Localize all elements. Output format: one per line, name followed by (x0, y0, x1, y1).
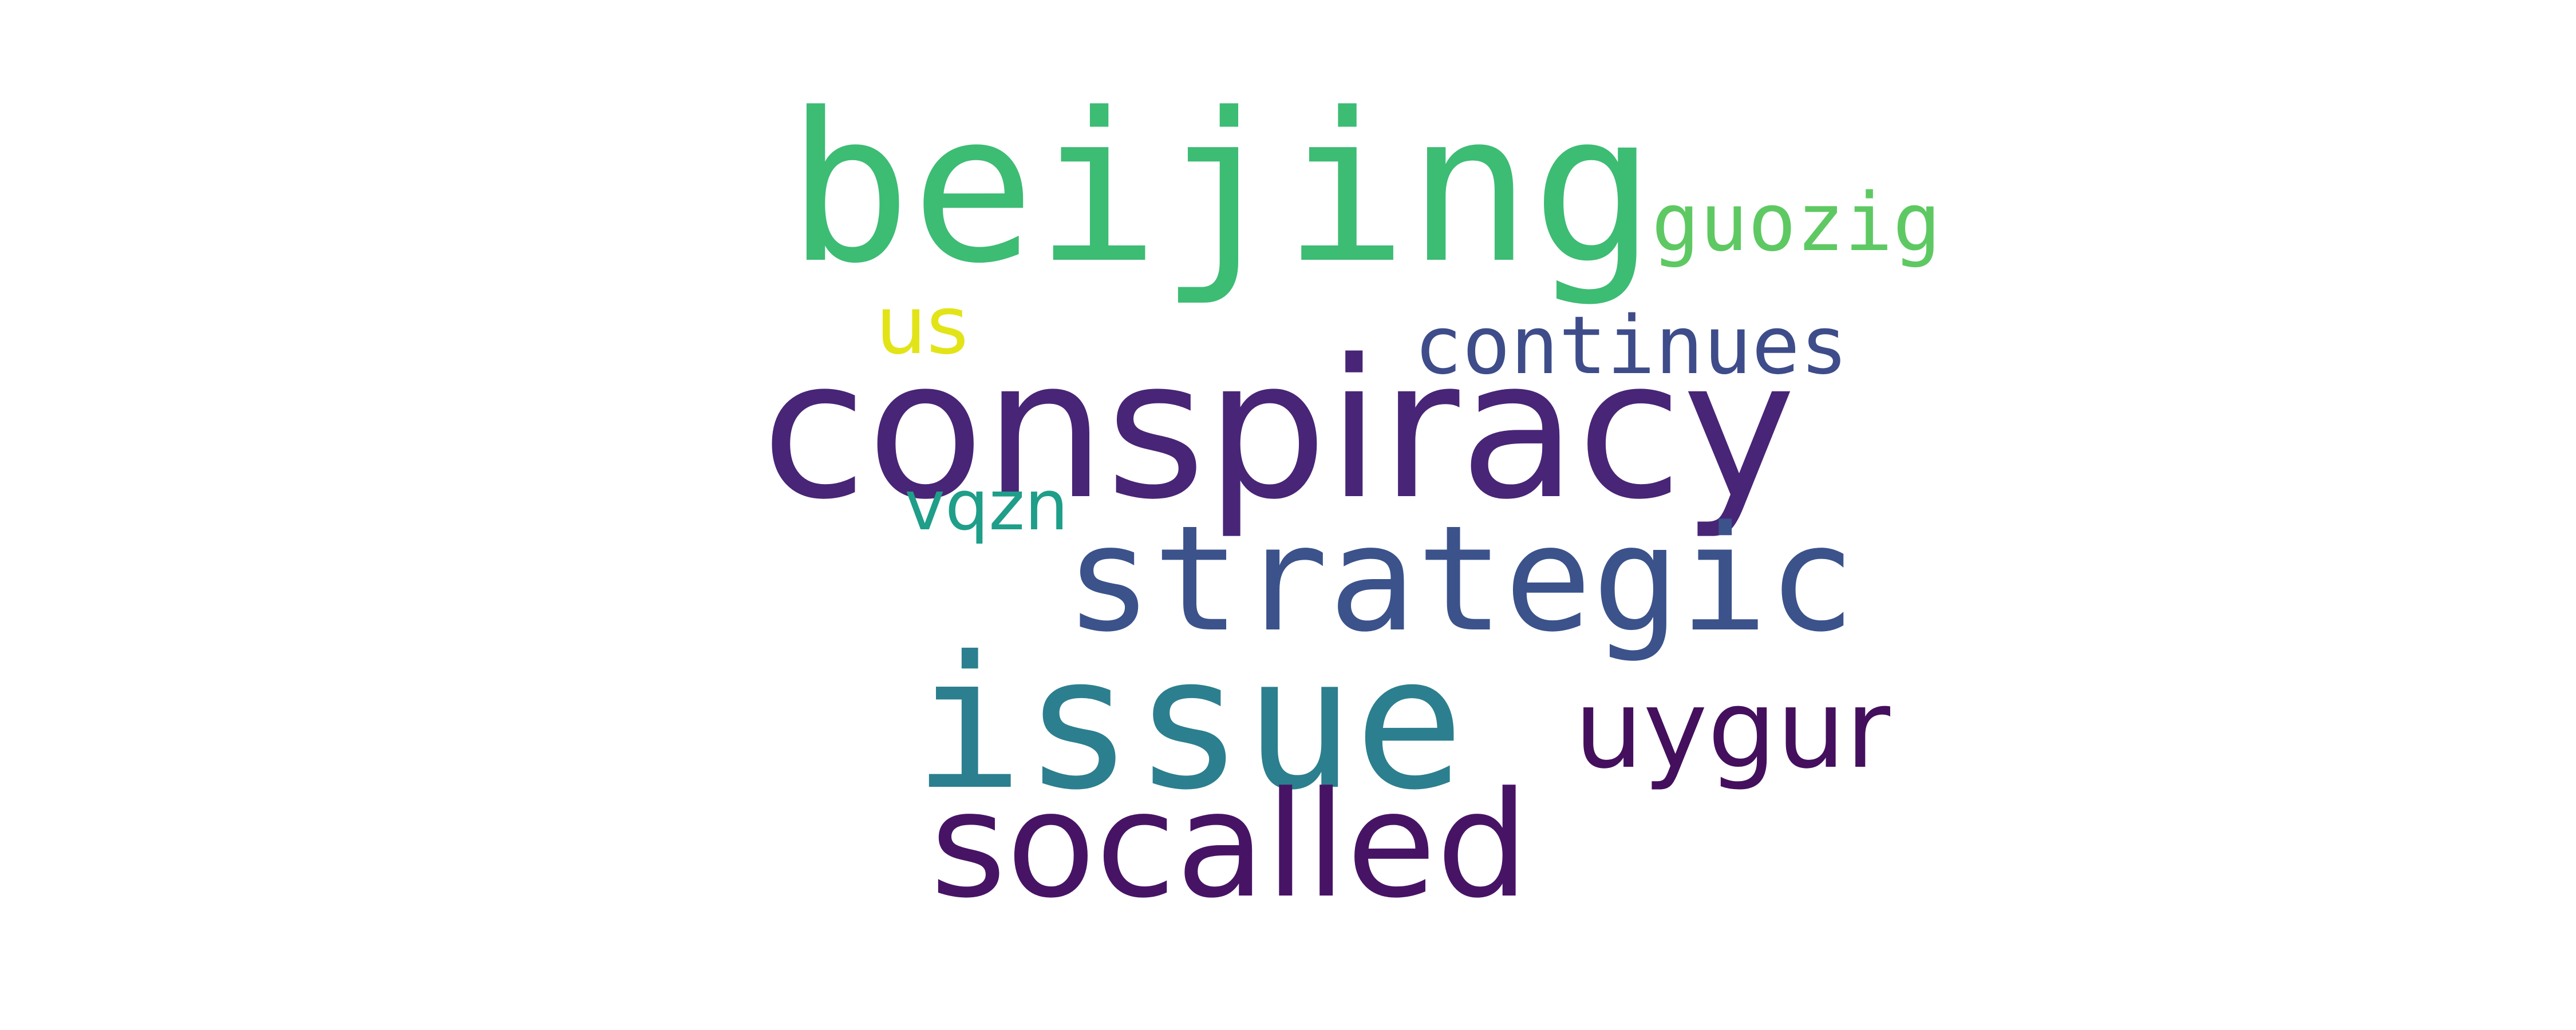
word-vqzn: vqzn (904, 466, 1069, 546)
word-conspiracy: conspiracy (761, 319, 1796, 542)
word-beijing: beijing (787, 69, 1656, 308)
word-socalled: socalled (930, 760, 1529, 930)
word-uygur: uygur (1574, 666, 1891, 793)
word-issue: issue (913, 617, 1465, 830)
word-guozig: guozig (1652, 176, 1941, 270)
word-us: us (876, 279, 969, 373)
word-continues: continues (1414, 299, 1848, 393)
word-strategic: strategic (1065, 494, 1856, 664)
